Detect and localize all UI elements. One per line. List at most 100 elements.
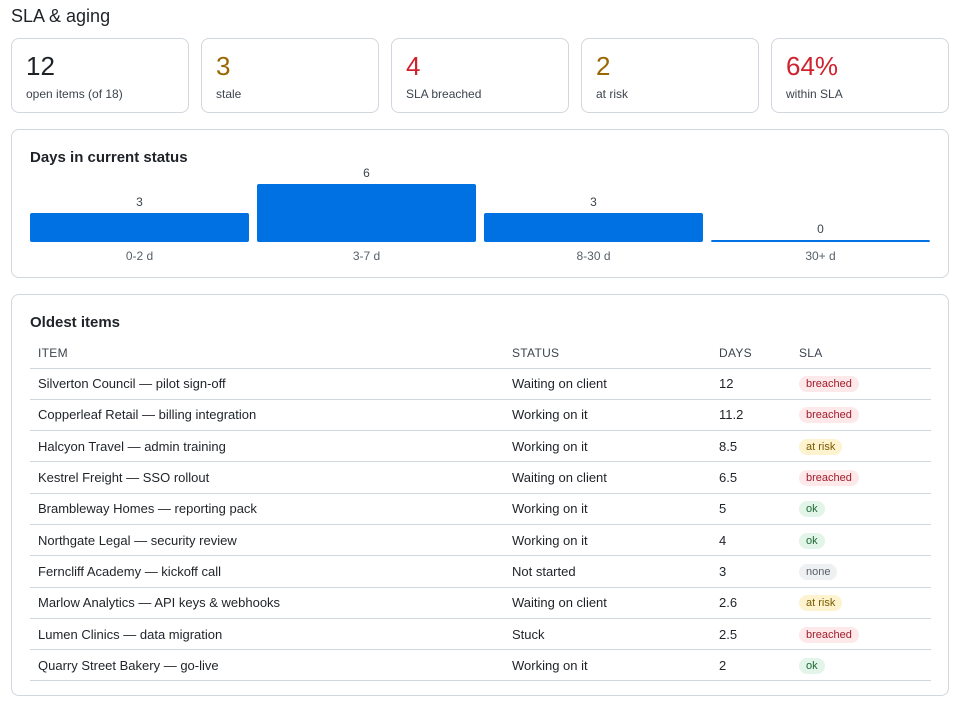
- sla-cell: breached: [791, 399, 931, 432]
- days-cell: 2.6: [711, 587, 791, 619]
- status-cell: Working on it: [504, 649, 711, 682]
- bar-3-7-d[interactable]: [257, 184, 476, 242]
- kpi-label: at risk: [596, 87, 629, 101]
- kpi-card-within-sla: 64% within SLA: [771, 38, 949, 113]
- sla-cell: at risk: [791, 430, 931, 463]
- table-row[interactable]: Silverton Council — pilot sign-off Waitin…: [30, 368, 931, 400]
- bar-category-label: 30+ d: [805, 249, 835, 263]
- kpi-value: 12: [26, 51, 55, 81]
- table-row[interactable]: Quarry Street Bakery — go-live Working on…: [30, 649, 931, 682]
- status-cell: Working on it: [504, 430, 711, 463]
- days-cell: 8.5: [711, 430, 791, 463]
- kpi-value: 64%: [786, 51, 839, 81]
- days-cell: 11.2: [711, 399, 791, 432]
- status-cell: Working on it: [504, 524, 711, 557]
- status-cell: Waiting on client: [504, 461, 711, 494]
- days-cell: 2.5: [711, 618, 791, 651]
- sla-cell: breached: [791, 461, 931, 494]
- sla-badge: at risk: [799, 438, 843, 455]
- sla-cell: breached: [791, 618, 931, 651]
- status-cell: Stuck: [504, 618, 711, 651]
- kpi-card-at-risk: 2 at risk: [581, 38, 759, 113]
- kpi-row: 12 open items (of 18) 3 stale 4 SLA brea…: [11, 38, 949, 113]
- sla-badge: at risk: [799, 595, 843, 612]
- oldest-items-table: ITEM STATUS DAYS SLA Silverton Council —…: [30, 338, 931, 682]
- bar-30-d[interactable]: [711, 240, 930, 242]
- kpi-card-open-items: 12 open items (of 18): [11, 38, 189, 113]
- sla-cell: ok: [791, 649, 931, 682]
- sla-badge: ok: [799, 532, 825, 549]
- status-cell: Working on it: [504, 493, 711, 525]
- days-cell: 3: [711, 555, 791, 588]
- column-header-status[interactable]: STATUS: [504, 338, 711, 369]
- oldest-items-card: Oldest items ITEM STATUS DAYS SLA Silver…: [11, 294, 949, 696]
- status-cell: Not started: [504, 555, 711, 588]
- sla-badge: ok: [799, 501, 825, 518]
- table-row[interactable]: Ferncliff Academy — kickoff call Not star…: [30, 555, 931, 588]
- kpi-label: open items (of 18): [26, 87, 123, 101]
- item-cell: Halcyon Travel — admin training: [30, 430, 504, 463]
- item-cell: Lumen Clinics — data migration: [30, 618, 504, 651]
- table-row[interactable]: Kestrel Freight — SSO rollout Waiting on …: [30, 461, 931, 494]
- sla-cell: ok: [791, 493, 931, 525]
- bar-value-label: 0: [817, 222, 824, 236]
- bar-category-label: 3-7 d: [353, 249, 380, 263]
- kpi-card-stale: 3 stale: [201, 38, 379, 113]
- item-cell: Northgate Legal — security review: [30, 524, 504, 557]
- sla-cell: ok: [791, 524, 931, 557]
- kpi-label: within SLA: [786, 87, 843, 101]
- sla-badge: breached: [799, 376, 859, 393]
- bar-8-30-d[interactable]: [484, 213, 703, 242]
- table-header-row: ITEM STATUS DAYS SLA: [30, 338, 931, 369]
- sla-cell: at risk: [791, 587, 931, 619]
- days-in-status-chart: 3 0-2 d 6 3-7 d 3 8-30 d 0 30+ d: [30, 166, 930, 263]
- status-cell: Waiting on client: [504, 368, 711, 400]
- kpi-label: stale: [216, 87, 242, 101]
- sla-cell: breached: [791, 368, 931, 400]
- column-header-days[interactable]: DAYS: [711, 338, 791, 369]
- item-cell: Kestrel Freight — SSO rollout: [30, 461, 504, 494]
- kpi-value: 3: [216, 51, 231, 81]
- item-cell: Copperleaf Retail — billing integration: [30, 399, 504, 432]
- kpi-label: SLA breached: [406, 87, 482, 101]
- days-cell: 12: [711, 368, 791, 400]
- sla-badge: ok: [799, 657, 825, 674]
- page-title: SLA & aging: [11, 6, 111, 26]
- sla-badge: breached: [799, 626, 859, 643]
- sla-badge: breached: [799, 470, 859, 487]
- status-cell: Waiting on client: [504, 587, 711, 619]
- days-cell: 5: [711, 493, 791, 525]
- bar-value-label: 3: [136, 195, 143, 209]
- table-title: Oldest items: [30, 314, 121, 331]
- days-in-status-card: 3 0-2 d 6 3-7 d 3 8-30 d 0 30+ d Days in curren…: [11, 129, 949, 278]
- days-cell: 2: [711, 649, 791, 682]
- bar-category-label: 8-30 d: [576, 249, 610, 263]
- table-row[interactable]: Lumen Clinics — data migration Stuck 2.5 br…: [30, 618, 931, 651]
- sla-cell: none: [791, 555, 931, 588]
- kpi-value: 4: [406, 51, 421, 81]
- table-row[interactable]: Northgate Legal — security review Working…: [30, 524, 931, 557]
- kpi-value: 2: [596, 51, 611, 81]
- status-cell: Working on it: [504, 399, 711, 432]
- days-cell: 6.5: [711, 461, 791, 494]
- table-row[interactable]: Marlow Analytics — API keys & webhooks Wa…: [30, 587, 931, 619]
- item-cell: Silverton Council — pilot sign-off: [30, 368, 504, 400]
- bar-value-label: 6: [363, 166, 370, 180]
- days-cell: 4: [711, 524, 791, 557]
- item-cell: Ferncliff Academy — kickoff call: [30, 555, 504, 588]
- item-cell: Brambleway Homes — reporting pack: [30, 493, 504, 525]
- table-row[interactable]: Halcyon Travel — admin training Working o…: [30, 430, 931, 463]
- sla-badge: none: [799, 563, 838, 580]
- kpi-card-sla-breached: 4 SLA breached: [391, 38, 569, 113]
- table-body: Silverton Council — pilot sign-off Waitin…: [30, 368, 931, 682]
- table-row[interactable]: Brambleway Homes — reporting pack Working…: [30, 493, 931, 525]
- item-cell: Quarry Street Bakery — go-live: [30, 649, 504, 682]
- column-header-sla[interactable]: SLA: [791, 338, 931, 369]
- item-cell: Marlow Analytics — API keys & webhooks: [30, 587, 504, 619]
- column-header-item[interactable]: ITEM: [30, 338, 504, 369]
- sla-badge: breached: [799, 407, 859, 424]
- table-row[interactable]: Copperleaf Retail — billing integration W…: [30, 399, 931, 432]
- bar-0-2-d[interactable]: [30, 213, 249, 242]
- chart-title: Days in current status: [30, 149, 188, 166]
- bar-category-label: 0-2 d: [126, 249, 153, 263]
